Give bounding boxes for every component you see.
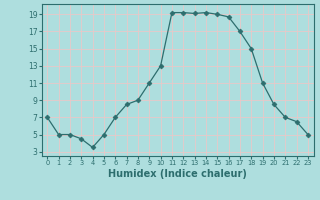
X-axis label: Humidex (Indice chaleur): Humidex (Indice chaleur): [108, 169, 247, 179]
